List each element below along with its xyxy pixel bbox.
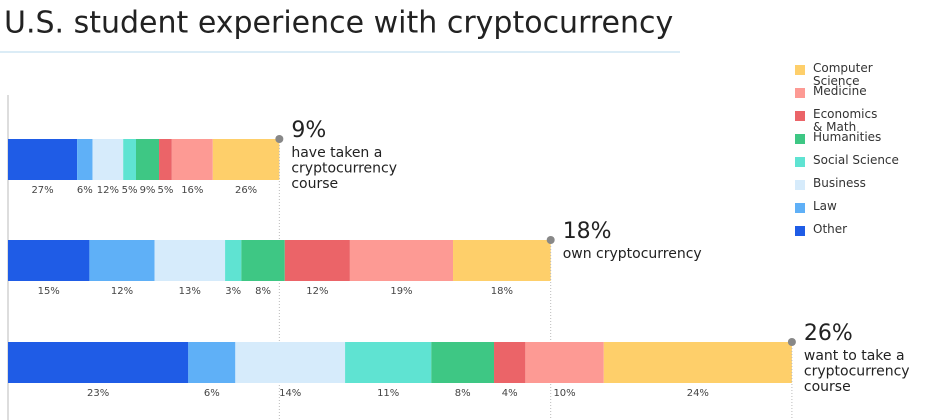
segment-label: 4% xyxy=(502,388,518,399)
segment-label: 12% xyxy=(111,286,133,297)
legend-label: Social Science xyxy=(813,153,899,167)
bar-segment xyxy=(345,342,432,383)
segment-label: 6% xyxy=(77,185,93,196)
segment-label: 16% xyxy=(181,185,203,196)
end-dot xyxy=(787,338,796,346)
legend-label: Humanities xyxy=(813,130,882,144)
segment-label: 13% xyxy=(179,286,201,297)
total-label: 26% xyxy=(804,321,853,346)
legend-item: Computer Science xyxy=(795,61,940,88)
total-label: 18% xyxy=(563,219,612,244)
segment-label: 5% xyxy=(157,185,173,196)
bar-segment xyxy=(284,240,350,281)
chart-title: U.S. student experience with cryptocurre… xyxy=(4,6,673,41)
end-dot xyxy=(275,135,284,143)
segment-label: 11% xyxy=(377,388,399,399)
bar-segment xyxy=(77,139,93,180)
legend-label: Law xyxy=(813,199,837,213)
bar-segment xyxy=(8,240,90,281)
legend-swatch xyxy=(795,111,805,121)
segment-label: 24% xyxy=(687,388,709,399)
legend-label: Economics & Math xyxy=(813,107,878,134)
bar-segment xyxy=(123,139,136,180)
segment-label: 12% xyxy=(306,286,328,297)
end-dot xyxy=(546,236,555,244)
legend-item: Social Science xyxy=(795,154,940,177)
legend-item: Other xyxy=(795,223,940,246)
legend-label: Computer Science xyxy=(813,61,873,88)
legend-swatch xyxy=(795,88,805,98)
segment-label: 14% xyxy=(279,388,301,399)
segment-label: 12% xyxy=(97,185,119,196)
caption: have taken a xyxy=(291,145,382,161)
caption: course xyxy=(291,176,338,192)
bar-segment xyxy=(154,240,226,281)
segment-label: 26% xyxy=(235,185,257,196)
legend: Computer Science Medicine Economics & Math… xyxy=(795,62,940,246)
legend-item: Law xyxy=(795,200,940,223)
legend-swatch xyxy=(795,226,805,236)
segment-label: 8% xyxy=(255,286,271,297)
caption: want to take a xyxy=(804,348,905,364)
segment-label: 15% xyxy=(38,286,60,297)
bar-segment xyxy=(241,240,285,281)
bar-segment xyxy=(494,342,526,383)
bar-segment xyxy=(453,240,551,281)
bar-segment xyxy=(159,139,172,180)
legend-item: Business xyxy=(795,177,940,200)
bar-segment xyxy=(188,342,236,383)
bar-segment xyxy=(525,342,604,383)
legend-item: Humanities xyxy=(795,131,940,154)
legend-swatch xyxy=(795,180,805,190)
legend-label: Other xyxy=(813,222,848,236)
caption: course xyxy=(804,379,851,395)
segment-label: 19% xyxy=(390,286,412,297)
segment-label: 10% xyxy=(553,388,575,399)
caption: cryptocurrency xyxy=(804,364,910,380)
bar-segment xyxy=(235,342,346,383)
legend-item: Economics & Math xyxy=(795,107,940,134)
bar-segment xyxy=(92,139,124,180)
caption: cryptocurrency xyxy=(291,161,397,177)
bar-segment xyxy=(349,240,454,281)
bar-segment xyxy=(135,139,160,180)
legend-item: Medicine xyxy=(795,85,940,108)
legend-label: Business xyxy=(813,176,866,190)
segment-label: 3% xyxy=(225,286,241,297)
legend-swatch xyxy=(795,134,805,144)
bar-segment xyxy=(431,342,495,383)
segment-label: 5% xyxy=(122,185,138,196)
caption: own cryptocurrency xyxy=(563,246,702,262)
legend-swatch xyxy=(795,203,805,213)
bar-segment xyxy=(225,240,242,281)
segment-label: 6% xyxy=(204,388,220,399)
bar-segment xyxy=(89,240,155,281)
legend-label: Medicine xyxy=(813,84,867,98)
segment-label: 23% xyxy=(87,388,109,399)
bar-segment xyxy=(8,342,189,383)
segment-label: 9% xyxy=(140,185,156,196)
total-label: 9% xyxy=(291,118,326,143)
segment-label: 8% xyxy=(455,388,471,399)
legend-swatch xyxy=(795,157,805,167)
bar-segment xyxy=(8,139,78,180)
segment-label: 18% xyxy=(491,286,513,297)
segment-label: 27% xyxy=(31,185,53,196)
bar-segment xyxy=(603,342,792,383)
bar-segment xyxy=(212,139,280,180)
legend-swatch xyxy=(795,65,805,75)
bar-segment xyxy=(171,139,213,180)
